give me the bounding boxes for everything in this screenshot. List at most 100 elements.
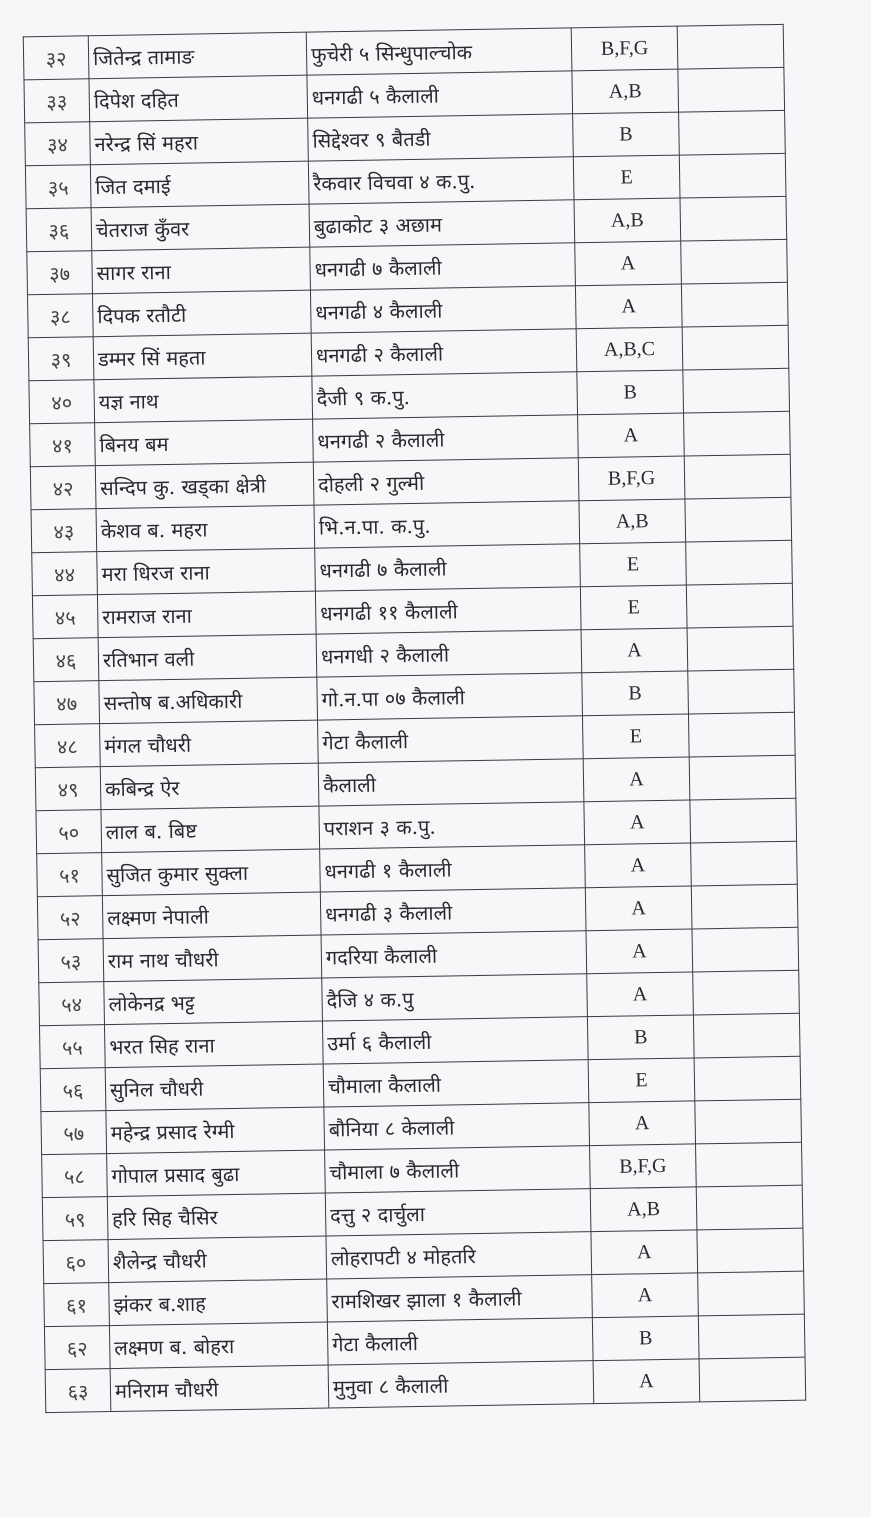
- remarks-cell: [698, 1314, 806, 1359]
- remarks-cell: [695, 1142, 803, 1187]
- remarks-cell: [691, 884, 798, 929]
- remarks-cell: [690, 841, 798, 886]
- name-cell: शैलेन्द्र चौधरी: [108, 1236, 327, 1283]
- address-cell: रामशिखर झाला १ कैलाली: [326, 1274, 593, 1323]
- address-cell: पराशन ३ क.पु.: [318, 801, 585, 850]
- remarks-cell: [686, 583, 794, 629]
- address-cell: दोहली २ गुल्मी: [313, 457, 579, 506]
- remarks-cell: [679, 153, 786, 199]
- address-cell: बुढाकोट ३ अछाम: [309, 199, 575, 248]
- name-cell: कबिन्द्र ऐर: [100, 763, 319, 810]
- address-cell: धनगधी २ कैलाली: [316, 629, 582, 678]
- category-cell: A: [593, 1358, 700, 1404]
- remarks-cell: [694, 1099, 802, 1144]
- serial-number-cell: ३९: [28, 336, 94, 381]
- serial-number-cell: ५३: [38, 938, 104, 983]
- remarks-cell: [682, 325, 789, 371]
- serial-number-cell: ३२: [23, 35, 89, 80]
- name-cell: जितेन्द्र तामाङ: [88, 32, 307, 79]
- name-cell: सन्तोष ब.अधिकारी: [98, 677, 318, 724]
- serial-number-cell: ४७: [33, 680, 100, 725]
- category-cell: A: [584, 842, 692, 888]
- remarks-cell: [691, 927, 799, 972]
- remarks-cell: [684, 454, 791, 500]
- name-cell: सन्दिप कु. खड्का क्षेत्री: [95, 462, 314, 509]
- serial-number-cell: ४१: [29, 422, 96, 467]
- address-cell: गदरिया कैलाली: [321, 930, 587, 979]
- serial-number-cell: ४०: [28, 379, 95, 424]
- serial-number-cell: ३४: [24, 121, 91, 166]
- name-cell: रामराज राना: [97, 591, 317, 638]
- category-cell: A,B: [578, 499, 686, 544]
- address-cell: धनगढी ७ कैलाली: [309, 242, 576, 291]
- name-cell: हरि सिह चैसिर: [107, 1193, 326, 1240]
- name-cell: दिपेश दहित: [88, 75, 308, 122]
- category-cell: A,B: [571, 69, 679, 114]
- category-cell: A: [586, 928, 693, 974]
- name-cell: सागर राना: [91, 247, 311, 294]
- address-cell: धनगढी २ कैलाली: [311, 328, 577, 377]
- name-cell: झंकर ब.शाह: [108, 1279, 328, 1326]
- remarks-cell: [682, 368, 790, 414]
- category-cell: A,B,C: [576, 327, 683, 372]
- serial-number-cell: ४९: [35, 766, 101, 811]
- address-cell: मुनुवा ८ कैलाली: [328, 1360, 594, 1408]
- category-cell: A: [577, 413, 685, 458]
- remarks-cell: [683, 411, 791, 457]
- category-cell: B,F,G: [571, 26, 678, 71]
- name-cell: लक्ष्मण नेपाली: [102, 892, 322, 939]
- serial-number-cell: ४४: [31, 551, 98, 596]
- name-cell: भरत सिह राना: [104, 1021, 324, 1068]
- remarks-cell: [687, 669, 795, 714]
- name-cell: लाल ब. बिष्ट: [100, 806, 320, 853]
- remarks-cell: [689, 798, 797, 843]
- category-cell: B: [581, 671, 689, 716]
- scanned-page: ३२ जितेन्द्र तामाङ फुचेरी ५ सिन्धुपाल्चोक B…: [23, 24, 806, 1413]
- address-cell: गेटा कैलाली: [317, 715, 584, 764]
- remarks-cell: [679, 196, 787, 242]
- name-cell: मंगल चौधरी: [99, 720, 319, 767]
- category-cell: A: [585, 885, 692, 931]
- roster-table: ३२ जितेन्द्र तामाङ फुचेरी ५ सिन्धुपाल्चोक B…: [23, 24, 806, 1413]
- address-cell: बौनिया ८ केलाली: [323, 1102, 590, 1151]
- remarks-cell: [678, 110, 786, 156]
- name-cell: बिनय बम: [94, 419, 314, 466]
- address-cell: चौमाला ७ कैलाली: [324, 1145, 591, 1194]
- serial-number-cell: ५७: [40, 1110, 107, 1155]
- category-cell: B: [572, 112, 680, 157]
- category-cell: B,F,G: [589, 1143, 697, 1189]
- serial-number-cell: ५२: [37, 895, 104, 940]
- category-cell: E: [573, 155, 680, 200]
- address-cell: फुचेरी ५ सिन्धुपाल्चोक: [306, 27, 572, 76]
- remarks-cell: [696, 1185, 803, 1230]
- remarks-cell: [693, 1013, 801, 1058]
- remarks-cell: [689, 755, 796, 800]
- category-cell: E: [579, 542, 687, 587]
- name-cell: नरेन्द्र सिं महरा: [89, 118, 309, 165]
- address-cell: धनगढी ३ कैलाली: [320, 887, 587, 936]
- name-cell: दिपक रतौटी: [92, 290, 312, 337]
- serial-number-cell: ५०: [35, 809, 102, 854]
- address-cell: गो.न.पा ०७ कैलाली: [316, 672, 583, 721]
- address-cell: सिद्देश्वर ९ बैतडी: [307, 113, 574, 162]
- name-cell: चेतराज कुँवर: [91, 204, 310, 251]
- category-cell: A: [583, 799, 691, 845]
- serial-number-cell: ३७: [26, 250, 93, 295]
- name-cell: लोकेनद्र भट्ट: [103, 978, 323, 1025]
- category-cell: E: [580, 585, 688, 630]
- name-cell: राम नाथ चौधरी: [103, 935, 322, 982]
- serial-number-cell: ३५: [25, 164, 92, 209]
- address-cell: धनगढी १ कैलाली: [319, 844, 586, 893]
- category-cell: B: [576, 370, 684, 415]
- serial-number-cell: ५५: [39, 1024, 106, 1069]
- serial-number-cell: ४६: [33, 637, 99, 682]
- serial-number-cell: ५१: [36, 852, 103, 897]
- address-cell: दैजी ९ क.पु.: [311, 371, 578, 420]
- roster-table-body: ३२ जितेन्द्र तामाङ फुचेरी ५ सिन्धुपाल्चोक B…: [23, 24, 806, 1413]
- address-cell: धनगढी २ कैलाली: [312, 414, 579, 463]
- serial-number-cell: ४५: [32, 594, 99, 639]
- category-cell: B: [587, 1014, 695, 1060]
- name-cell: मनिराम चौधरी: [110, 1364, 329, 1412]
- remarks-cell: [677, 24, 784, 70]
- category-cell: A: [586, 971, 694, 1017]
